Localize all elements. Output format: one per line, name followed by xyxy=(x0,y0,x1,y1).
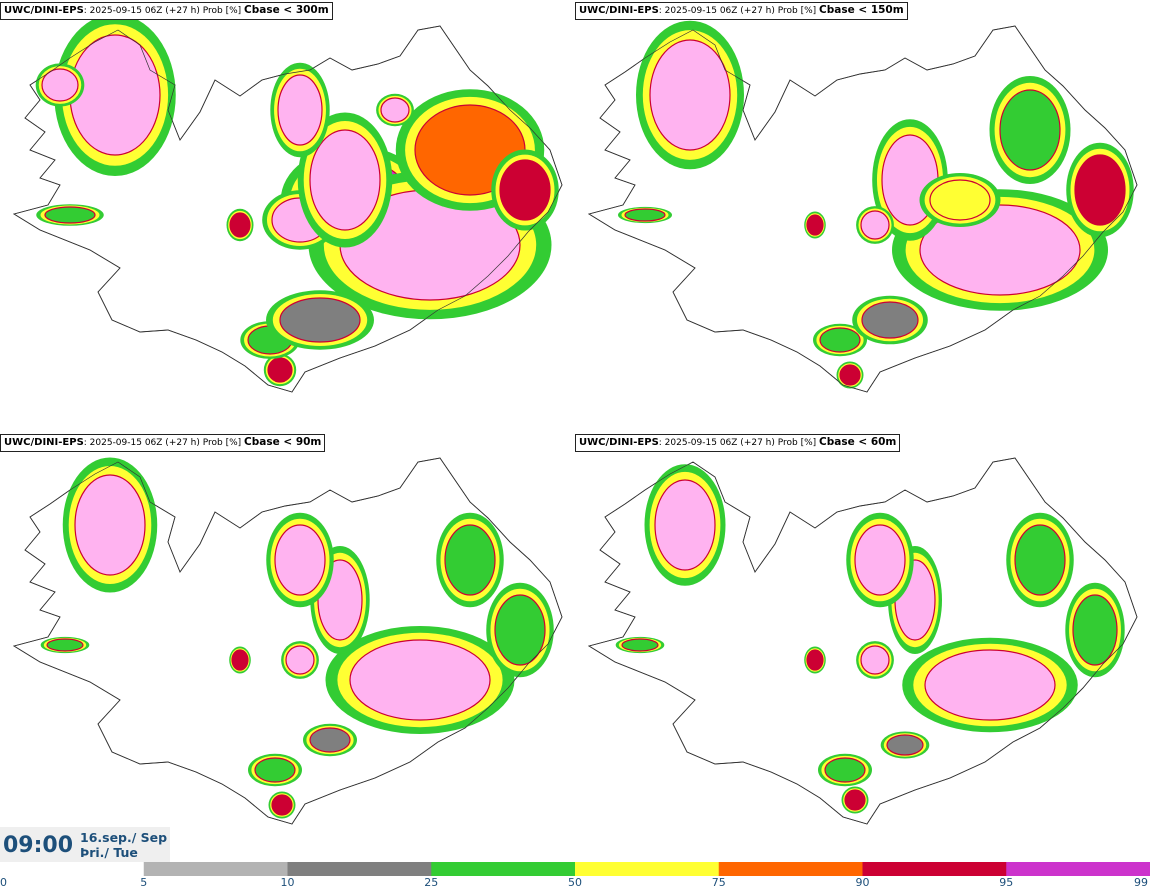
probability-area xyxy=(69,34,161,156)
probability-area xyxy=(621,638,659,652)
probability-area xyxy=(41,68,79,102)
probability-area xyxy=(380,97,410,123)
probability-area xyxy=(309,727,351,753)
run-info: : 2025-09-15 06Z (+27 h) Prob [%] xyxy=(658,6,820,16)
probability-area xyxy=(824,757,866,783)
panel-title: UWC/DINI-EPS: 2025-09-15 06Z (+27 h) Pro… xyxy=(0,2,333,20)
probability-area xyxy=(654,479,716,571)
probability-area xyxy=(231,649,249,671)
iceland-map xyxy=(587,20,1138,393)
colorbar-segment xyxy=(862,862,1007,876)
colorbar-segment xyxy=(431,862,576,876)
coastline xyxy=(588,457,1138,825)
map-panel-90m: UWC/DINI-EPS: 2025-09-15 06Z (+27 h) Pro… xyxy=(0,432,575,864)
map-layer xyxy=(12,457,563,825)
colorbar-tick-label: 90 xyxy=(855,876,870,889)
colorbar-tick-label: 10 xyxy=(280,876,295,889)
probability-area xyxy=(819,327,861,353)
probability-area xyxy=(924,649,1056,721)
map-layer xyxy=(12,14,563,393)
probability-area xyxy=(254,757,296,783)
probability-area xyxy=(44,206,96,224)
valid-time-box: 09:00 16.sep./ Sep Þri./ Tue xyxy=(0,827,170,863)
probability-area xyxy=(74,474,146,576)
probability-area xyxy=(861,301,919,339)
map-layer xyxy=(587,457,1138,825)
valid-weekday: Þri./ Tue xyxy=(80,845,138,860)
map-layer xyxy=(587,20,1138,393)
colorbar-tick-label: 75 xyxy=(711,876,726,889)
probability-area xyxy=(839,364,861,386)
coastline xyxy=(13,25,563,393)
colorbar-tick-label: 0 xyxy=(0,876,7,889)
colorbar-tick-label: 5 xyxy=(140,876,148,889)
probability-area xyxy=(860,645,890,675)
colorbar-tick-label: 50 xyxy=(568,876,582,889)
probability-area xyxy=(499,159,551,221)
valid-date: 16.sep./ Sep xyxy=(80,830,168,845)
run-info: : 2025-09-15 06Z (+27 h) Prob [%] xyxy=(83,6,245,16)
probability-area xyxy=(860,210,890,240)
threshold-label: Cbase < 150m xyxy=(819,4,904,16)
probability-area xyxy=(271,794,293,816)
iceland-map xyxy=(587,457,1138,825)
coastline xyxy=(13,457,563,825)
run-info: : 2025-09-15 06Z (+27 h) Prob [%] xyxy=(658,438,820,448)
iceland-map xyxy=(12,14,563,393)
probability-area xyxy=(649,39,731,151)
colorbar-tick-label: 95 xyxy=(999,876,1014,889)
probability-area xyxy=(274,524,326,596)
probability-area xyxy=(844,789,866,811)
panel-title: UWC/DINI-EPS: 2025-09-15 06Z (+27 h) Pro… xyxy=(575,2,908,20)
probability-area xyxy=(1014,524,1066,596)
probability-area xyxy=(277,74,323,146)
colorbar-segment xyxy=(287,862,432,876)
probability-area xyxy=(267,357,293,383)
model-name: UWC/DINI-EPS xyxy=(579,5,659,16)
probability-area xyxy=(886,734,924,756)
threshold-label: Cbase < 300m xyxy=(244,4,329,16)
probability-area xyxy=(309,129,381,231)
probability-area xyxy=(285,645,315,675)
probability-area xyxy=(349,639,491,721)
iceland-map xyxy=(12,457,563,825)
probability-area xyxy=(999,89,1061,171)
run-info: : 2025-09-15 06Z (+27 h) Prob [%] xyxy=(83,438,245,448)
colorbar-segment xyxy=(718,862,863,876)
probability-area xyxy=(806,649,824,671)
probability-colorbar xyxy=(0,862,1150,876)
colorbar-segment xyxy=(575,862,720,876)
probability-area xyxy=(279,297,361,343)
model-name: UWC/DINI-EPS xyxy=(4,437,84,448)
probability-area xyxy=(919,204,1081,296)
probability-area xyxy=(624,208,666,222)
probability-area xyxy=(229,212,251,238)
probability-area xyxy=(46,638,84,652)
panel-title: UWC/DINI-EPS: 2025-09-15 06Z (+27 h) Pro… xyxy=(0,434,326,452)
colorbar-segment xyxy=(1006,862,1150,876)
probability-area xyxy=(806,214,824,236)
probability-area xyxy=(444,524,496,596)
map-panel-60m: UWC/DINI-EPS: 2025-09-15 06Z (+27 h) Pro… xyxy=(575,432,1150,864)
colorbar-tick-label: 25 xyxy=(424,876,439,889)
model-name: UWC/DINI-EPS xyxy=(579,437,659,448)
threshold-label: Cbase < 90m xyxy=(244,436,322,448)
panel-title: UWC/DINI-EPS: 2025-09-15 06Z (+27 h) Pro… xyxy=(575,434,901,452)
probability-area xyxy=(929,179,991,221)
colorbar-segment xyxy=(0,862,145,876)
probability-area xyxy=(1072,594,1118,666)
probability-area xyxy=(854,524,906,596)
map-panel-150m: UWC/DINI-EPS: 2025-09-15 06Z (+27 h) Pro… xyxy=(575,0,1150,432)
colorbar-segment xyxy=(143,862,288,876)
valid-time: 09:00 xyxy=(3,833,74,858)
colorbar-tick-label: 99 xyxy=(1134,876,1148,889)
model-name: UWC/DINI-EPS xyxy=(4,5,84,16)
coastline xyxy=(588,25,1138,393)
probability-area xyxy=(1074,154,1126,226)
threshold-label: Cbase < 60m xyxy=(819,436,897,448)
probability-area xyxy=(494,594,546,666)
map-panel-300m: UWC/DINI-EPS: 2025-09-15 06Z (+27 h) Pro… xyxy=(0,0,575,432)
